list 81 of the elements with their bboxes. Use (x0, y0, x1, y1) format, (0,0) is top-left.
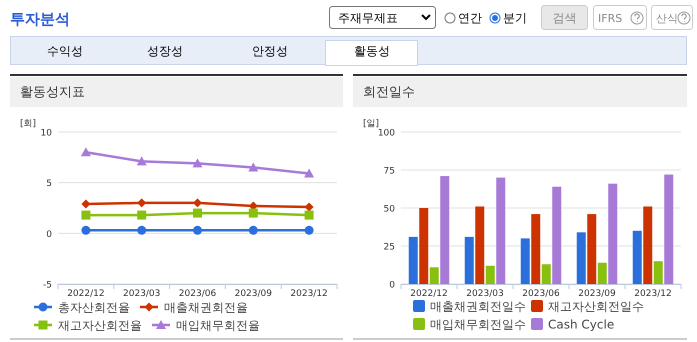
bar (576, 232, 586, 284)
x-tick-label: 2023/06 (522, 289, 560, 299)
x-tick-label: 2023/03 (466, 289, 504, 299)
x-tick-label: 2022/12 (410, 289, 448, 299)
x-tick-label: 2023/12 (290, 289, 328, 299)
point (248, 208, 258, 218)
y-tick-label: 50 (384, 204, 396, 214)
bar (496, 178, 506, 284)
text: 산식 (656, 12, 678, 25)
bar (664, 174, 674, 284)
text: 분기 (503, 11, 527, 25)
legend-label: Cash Cycle (548, 318, 614, 332)
text: 안정성 (252, 44, 288, 58)
point (81, 210, 90, 220)
y-tick-label: -5 (43, 280, 52, 290)
point (137, 210, 146, 220)
point (137, 198, 146, 208)
legend-label: 재고자산회전일수 (548, 300, 644, 314)
legend-label: 매출채권회전일수 (430, 300, 526, 314)
y-tick-label: 100 (378, 128, 396, 138)
x-tick-label: 2022/12 (67, 289, 105, 299)
y-tick-label: 0 (46, 230, 52, 240)
text: 활동성 (354, 44, 390, 58)
legend-label: 매입채무회전율 (176, 318, 260, 332)
text: IFRS (598, 12, 622, 25)
bar (475, 206, 484, 284)
point (304, 202, 314, 212)
bar (464, 236, 474, 284)
bar (430, 267, 439, 284)
x-tick-label: 2023/09 (578, 289, 616, 299)
y-tick-label: 5 (46, 179, 52, 190)
text: 투자분석 (10, 10, 70, 28)
point (304, 210, 314, 220)
bar (531, 214, 540, 284)
x-tick-label: 2023/12 (634, 289, 672, 299)
bar (440, 176, 450, 284)
legend-label: 총자산회전율 (58, 300, 130, 314)
bar (520, 238, 530, 284)
point (81, 199, 90, 208)
y-tick-label: 75 (384, 166, 395, 176)
point (248, 226, 258, 235)
chart-title: 활동성지표 (20, 85, 85, 100)
text: 수익성 (47, 44, 83, 58)
text: 검색 (552, 11, 576, 25)
x-tick-label: 2023/09 (234, 289, 272, 299)
y-tick-label: 0 (389, 280, 396, 290)
x-tick-label: 2023/06 (178, 289, 216, 299)
chart-title: 회전일수 (363, 85, 415, 100)
point (136, 156, 147, 166)
point (304, 168, 314, 178)
point (81, 226, 90, 235)
legend-label: 매입채무회전일수 (430, 318, 526, 332)
x-tick-label: 2023/03 (123, 289, 160, 299)
point (248, 162, 258, 172)
bar (552, 186, 562, 284)
text: 주재무제표 (338, 11, 398, 25)
y-tick-label: 10 (40, 128, 52, 138)
point (304, 226, 314, 235)
point (193, 208, 202, 218)
bar (643, 206, 652, 284)
bar (608, 184, 618, 284)
legend-label: 매출채권회전율 (164, 300, 248, 314)
bar (408, 236, 418, 284)
text: 연간 (458, 11, 482, 25)
point (192, 158, 202, 168)
point (80, 147, 91, 156)
bar (598, 262, 607, 284)
point (193, 226, 202, 235)
y-axis-title: [일] (363, 119, 380, 129)
point (137, 226, 146, 235)
legend-label: 재고자산회전율 (58, 318, 142, 332)
bar (632, 230, 642, 284)
point (193, 198, 202, 208)
text: 성장성 (147, 44, 183, 58)
bar (654, 261, 663, 284)
bar (587, 214, 596, 284)
y-axis-title: [회] (20, 119, 36, 129)
bar (419, 208, 428, 284)
y-tick-label: 25 (384, 242, 395, 252)
bar (542, 264, 551, 284)
bar (486, 266, 495, 284)
